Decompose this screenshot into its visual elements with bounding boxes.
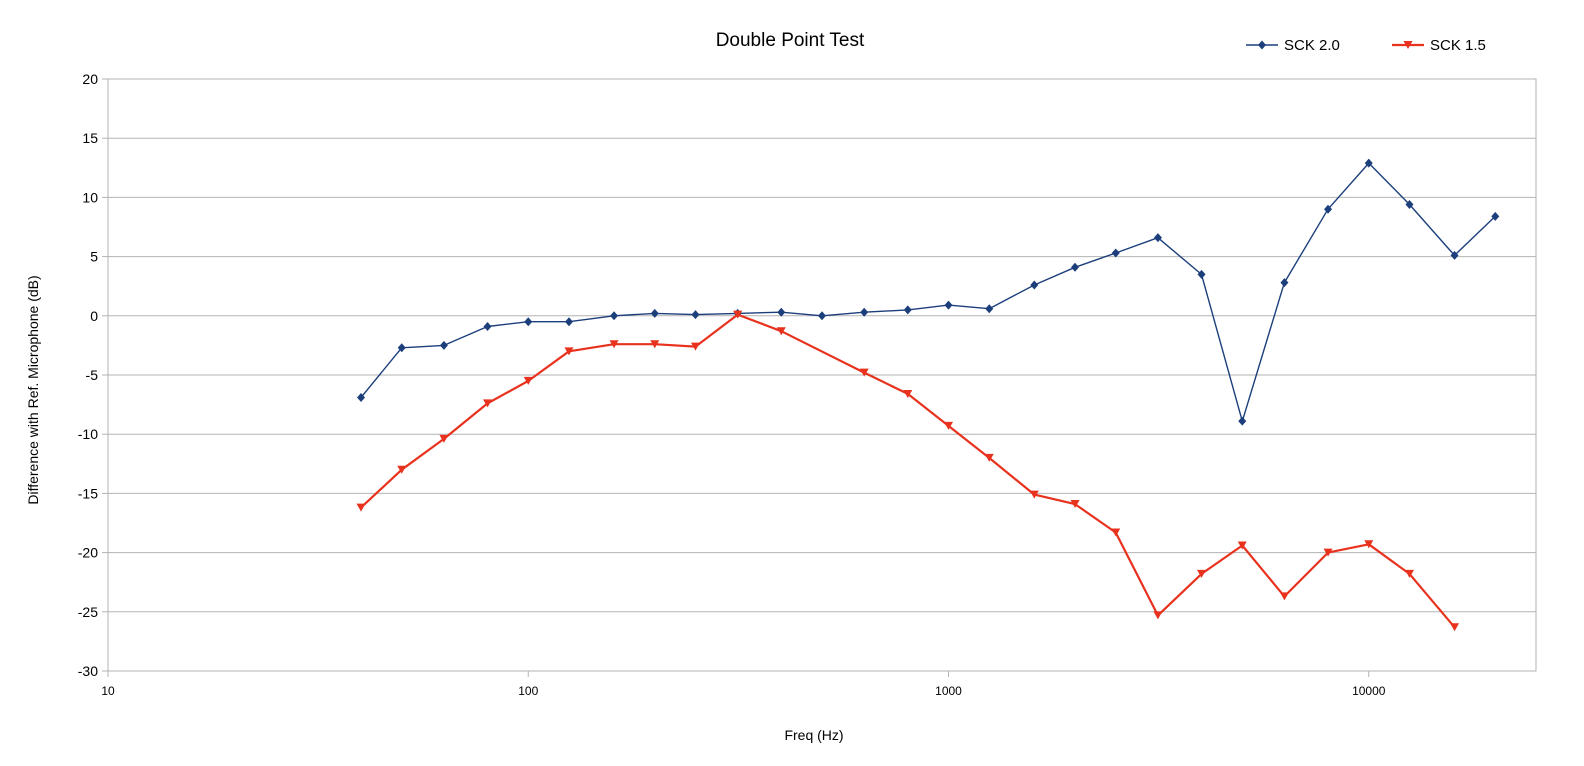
y-tick-label: -5	[86, 367, 99, 383]
data-point-diamond	[1153, 233, 1162, 243]
series-2	[356, 310, 1460, 632]
x-tick-label: 100	[518, 684, 538, 698]
data-point-triangle	[650, 340, 660, 349]
data-point-triangle	[1450, 623, 1460, 632]
y-tick-label: -20	[78, 545, 98, 561]
data-point-diamond	[818, 311, 826, 321]
data-point-triangle	[1111, 528, 1121, 537]
data-point-triangle	[397, 465, 407, 474]
data-point-triangle	[1197, 569, 1207, 578]
x-axis-label: Freq (Hz)	[784, 727, 843, 743]
y-tick-label: -30	[78, 663, 98, 679]
y-tick-label: 10	[82, 189, 98, 205]
y-tick-label: -15	[78, 485, 98, 501]
y-tick-label: 20	[82, 71, 98, 87]
data-point-triangle	[690, 342, 700, 351]
data-point-triangle	[1279, 592, 1289, 601]
data-point-diamond	[357, 392, 366, 402]
x-tick-label: 1000	[935, 684, 962, 698]
x-tick-label: 10000	[1352, 684, 1386, 698]
data-point-triangle	[564, 347, 574, 356]
series-line	[360, 313, 1456, 628]
data-point-triangle	[1153, 611, 1163, 620]
series-1	[357, 158, 1500, 426]
data-point-triangle	[984, 453, 994, 462]
data-point-triangle	[483, 399, 493, 408]
data-point-diamond	[1030, 280, 1039, 290]
data-point-diamond	[1405, 200, 1414, 210]
y-tick-label: -10	[78, 426, 98, 442]
data-point-diamond	[777, 307, 786, 317]
data-point-triangle	[903, 389, 913, 398]
y-tick-label: 15	[82, 130, 98, 146]
data-point-diamond	[903, 305, 912, 315]
data-point-triangle	[944, 421, 954, 430]
data-point-diamond	[1071, 262, 1080, 272]
x-axis-ticks: 10 100 1000 10000	[101, 671, 1386, 698]
legend-label: SCK 1.5	[1430, 37, 1486, 54]
data-point-triangle	[356, 503, 366, 512]
data-point-diamond	[1238, 416, 1247, 426]
data-point-diamond	[691, 310, 700, 320]
data-point-diamond	[483, 321, 492, 331]
data-point-diamond	[1491, 211, 1500, 221]
data-point-diamond	[1258, 40, 1266, 50]
data-point-triangle	[609, 340, 619, 349]
data-point-triangle	[1070, 500, 1080, 509]
data-point-triangle	[776, 327, 786, 336]
legend-item: SCK 2.0	[1246, 37, 1340, 54]
data-point-diamond	[1324, 204, 1333, 214]
legend: SCK 2.0 SCK 1.5	[1246, 37, 1486, 54]
y-axis-label: Difference with Ref. Microphone (dB)	[25, 275, 41, 504]
data-point-diamond	[397, 343, 406, 353]
data-point-diamond	[985, 304, 994, 314]
data-point-diamond	[439, 340, 448, 350]
data-point-diamond	[1111, 248, 1120, 258]
data-point-diamond	[944, 300, 953, 310]
data-point-triangle	[1029, 490, 1039, 499]
data-point-diamond	[860, 307, 869, 317]
data-point-triangle	[1364, 540, 1374, 549]
y-axis-ticks: -30 -25 -20 -15 -10 -5 0 5 10 15 20	[78, 71, 108, 679]
data-point-diamond	[524, 317, 533, 327]
data-point-diamond	[1450, 250, 1459, 260]
data-point-triangle	[1404, 569, 1414, 578]
y-tick-label: 0	[90, 308, 98, 324]
chart-title: Double Point Test	[716, 30, 865, 51]
data-point-triangle	[523, 376, 533, 385]
legend-label: SCK 2.0	[1284, 37, 1340, 54]
legend-item: SCK 1.5	[1392, 37, 1486, 54]
series-line	[360, 162, 1496, 422]
y-tick-label: 5	[90, 249, 98, 265]
data-point-triangle	[1237, 541, 1247, 550]
data-point-triangle	[439, 434, 449, 443]
series-group	[356, 158, 1500, 632]
data-point-triangle	[1323, 548, 1333, 557]
y-tick-label: -25	[78, 604, 98, 620]
x-tick-label: 10	[101, 684, 115, 698]
data-point-diamond	[1197, 269, 1206, 279]
data-point-triangle	[1403, 41, 1413, 49]
data-point-diamond	[1364, 158, 1373, 168]
data-point-diamond	[650, 308, 659, 318]
data-point-diamond	[564, 317, 573, 327]
data-point-triangle	[733, 310, 743, 319]
data-point-triangle	[859, 368, 869, 377]
data-point-diamond	[610, 311, 619, 321]
data-point-diamond	[1280, 278, 1289, 288]
